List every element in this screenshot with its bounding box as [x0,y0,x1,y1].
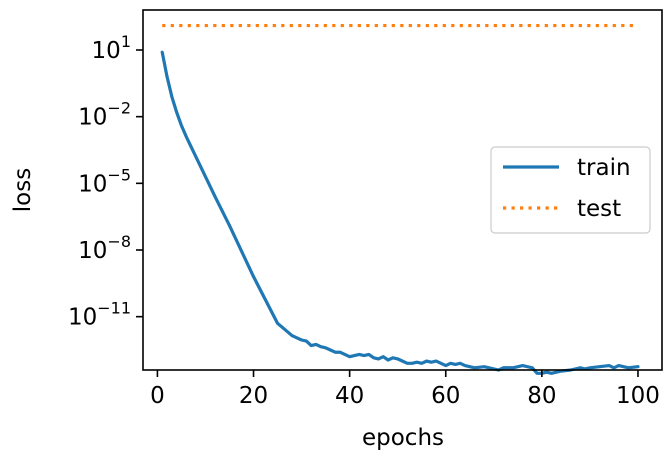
legend-label-test: test [577,196,621,222]
legend: train test [490,146,651,234]
y-tick-label--8: 10−8 [78,232,131,264]
y-tick-label--11: 10−11 [68,299,131,331]
x-tick-label-100: 100 [616,383,660,409]
x-tick-label-60: 60 [431,383,460,409]
y-axis-label: loss [10,168,36,212]
x-tick-label-80: 80 [527,383,556,409]
y-tick-label--5: 10−5 [78,165,131,197]
plot-frame [142,9,663,371]
plot-content [160,23,640,375]
y-tick-label--2: 10−2 [78,99,131,131]
x-tick-label-40: 40 [335,383,364,409]
y-tick-label-1: 101 [92,32,131,64]
x-axis-label: epochs [362,425,444,451]
x-tick-label-20: 20 [239,383,268,409]
y-axis-ticks: 101 10−2 10−5 10−8 10−11 [68,32,143,331]
series-line-train [160,50,640,375]
legend-label-train: train [577,155,631,181]
x-axis-ticks: 0 20 40 60 80 100 [150,370,660,409]
x-tick-label-0: 0 [150,383,165,409]
